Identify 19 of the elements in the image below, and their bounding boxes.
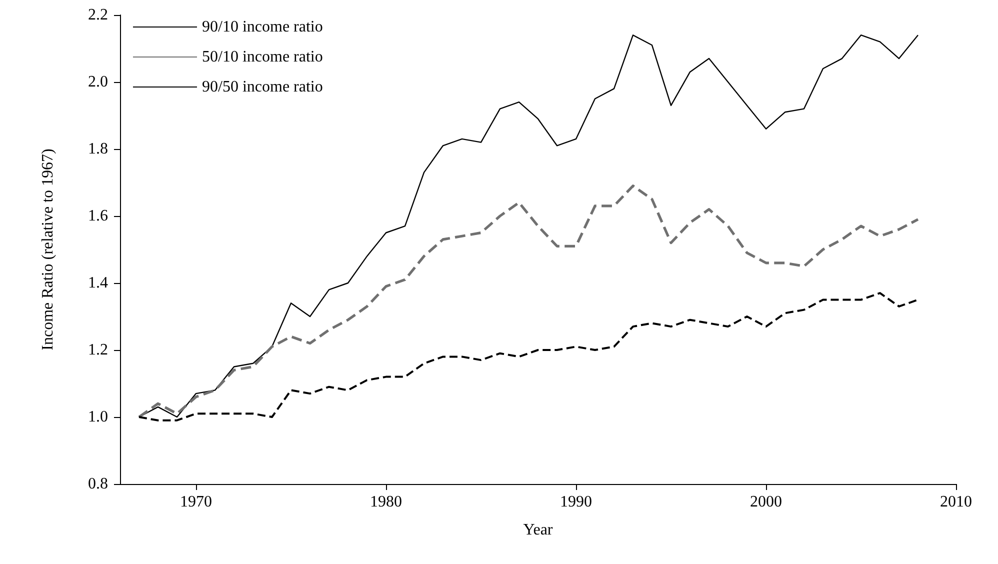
y-tick-label: 2.2 [88,6,108,24]
y-tick-label: 2.0 [88,74,108,90]
y-tick-label: 1.2 [88,342,108,358]
y-tick-label: 0.8 [88,476,108,492]
y-tick-label: 1.8 [88,140,108,158]
y-tick-label: 1.6 [88,208,108,224]
x-tick-label: 2000 [750,494,782,510]
x-tick-label: 1970 [180,494,212,510]
legend-label: 90/50 income ratio [202,78,323,96]
line-series [138,184,920,418]
x-tick-label: 2010 [940,494,972,510]
x-tick-label: 1980 [370,494,402,510]
legend-label: 50/10 income ratio [202,48,323,66]
y-tick-label: 1.0 [88,408,108,426]
y-tick-label: 1.4 [88,274,108,292]
x-tick-label: 1990 [560,494,592,510]
legend-label: 90/10 income ratio [202,18,323,36]
x-axis-title: Year [523,522,554,538]
y-axis-title: Income Ratio (relative to 1967) [40,148,56,350]
